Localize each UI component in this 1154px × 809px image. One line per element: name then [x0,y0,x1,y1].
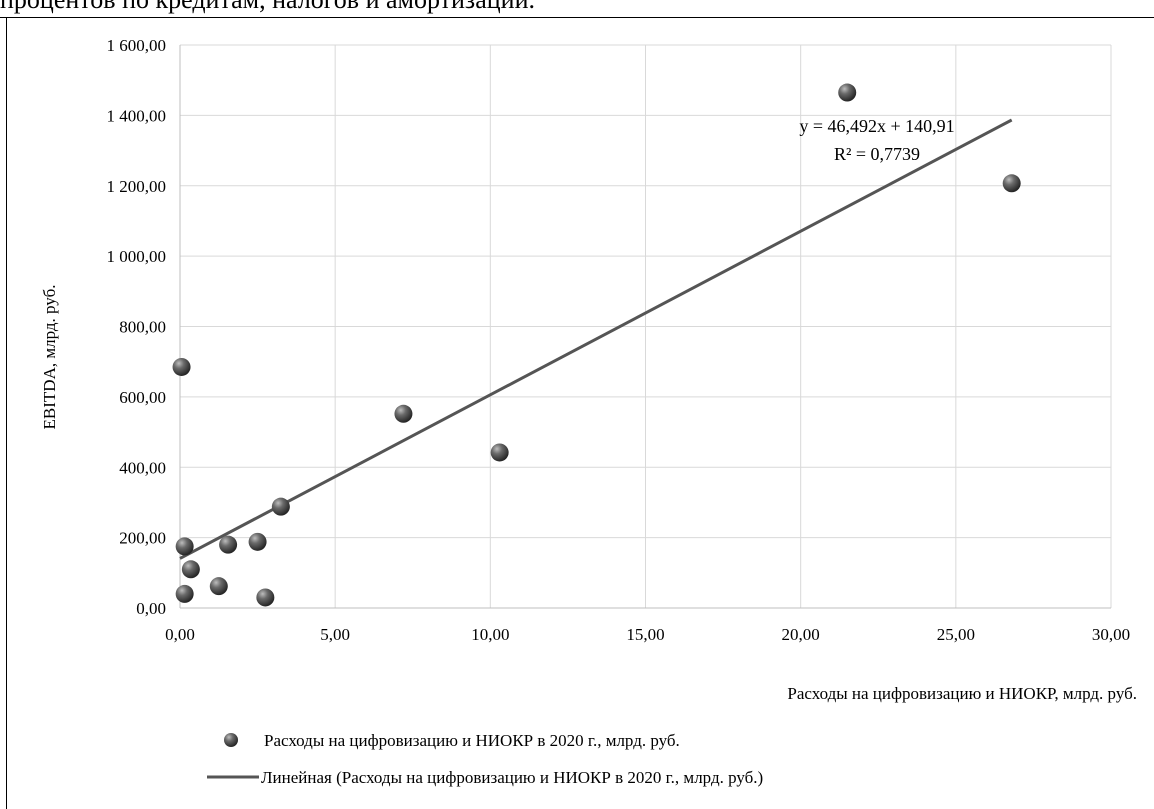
data-point [256,588,275,607]
legend-entry-points: Расходы на цифровизацию и НИОКР в 2020 г… [264,731,680,750]
trendline-layer [179,118,1013,560]
x-tick-label: 20,00 [782,625,820,644]
data-point [209,577,228,596]
y-tick-labels: 0,00 200,00 400,00 600,00 800,00 1 000,00 1 20… [107,36,167,618]
data-point [248,532,267,551]
y-tick-label: 800,00 [119,318,166,337]
data-points [172,83,1021,607]
data-point [838,83,857,102]
y-tick-label: 1 600,00 [107,36,167,55]
y-tick-label: 400,00 [119,458,166,477]
frame-top-border [0,17,1154,18]
trendline-r-squared: R² = 0,7739 [834,144,920,164]
data-point [172,357,191,376]
y-tick-label: 1 200,00 [107,177,167,196]
y-tick-label: 1 400,00 [107,106,167,125]
x-tick-label: 10,00 [471,625,509,644]
data-point [175,537,194,556]
data-point [181,560,200,579]
x-tick-label: 25,00 [937,625,975,644]
x-tick-label: 0,00 [165,625,195,644]
y-tick-label: 200,00 [119,529,166,548]
trendline-equation: y = 46,492x + 140,91 [799,116,954,136]
y-axis-title: EBITDA, млрд. руб. [40,285,59,430]
axes [179,45,1111,609]
header-text: процентов по кредитам, налогов и амортиз… [0,0,535,16]
y-tick-label: 1 000,00 [107,247,167,266]
data-point [271,497,290,516]
legend: Расходы на цифровизацию и НИОКР в 2020 г… [207,731,763,787]
grid-lines [180,44,1112,608]
frame-left-border [6,17,7,809]
x-tick-label: 30,00 [1092,625,1130,644]
data-point [175,584,194,603]
x-tick-label: 5,00 [320,625,350,644]
x-tick-labels: 0,00 5,00 10,00 15,00 20,00 25,00 30,00 [165,625,1130,644]
data-point [1002,174,1021,193]
legend-marker-points [224,733,238,747]
y-tick-label: 600,00 [119,388,166,407]
y-tick-label: 0,00 [136,599,166,618]
data-point [219,535,238,554]
trendline [179,118,1013,560]
x-axis-title: Расходы на цифровизацию и НИОКР, млрд. р… [787,684,1137,703]
legend-entry-trendline: Линейная (Расходы на цифровизацию и НИОК… [261,768,763,787]
data-point [490,443,509,462]
x-tick-label: 15,00 [626,625,664,644]
data-point [394,404,413,423]
